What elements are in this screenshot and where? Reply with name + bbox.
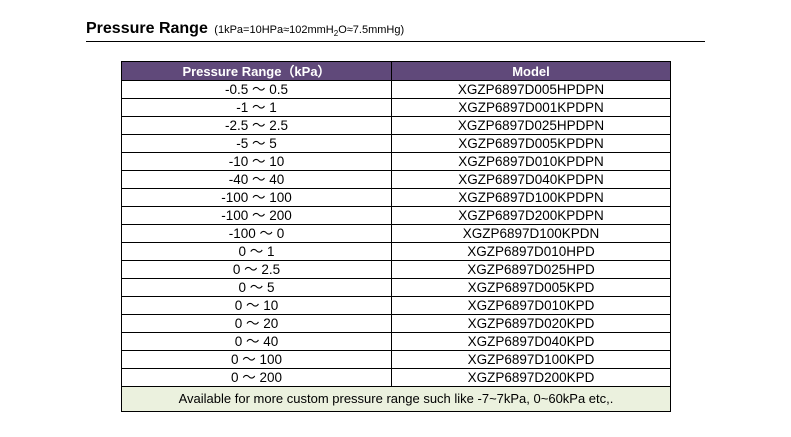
model-cell: XGZP6897D005KPD (391, 278, 671, 297)
table-row: 0 ～ 20 XGZP6897D020KPD (121, 314, 671, 333)
model-cell: XGZP6897D020KPD (391, 314, 671, 333)
pressure-range-cell: 0 ～ 10 (121, 296, 392, 315)
model-cell: XGZP6897D040KPDPN (391, 170, 671, 189)
model-cell: XGZP6897D005HPDPN (391, 80, 671, 99)
model-cell: XGZP6897D005KPDPN (391, 134, 671, 153)
table-body: -0.5 ～ 0.5 XGZP6897D005HPDPN -1 ～ 1 XGZP689… (121, 80, 671, 387)
pressure-range-cell: 0 ～ 2.5 (121, 260, 392, 279)
heading-underline (86, 41, 705, 42)
model-cell: XGZP6897D025HPDPN (391, 116, 671, 135)
table-row: 0 ～ 5 XGZP6897D005KPD (121, 278, 671, 297)
unit-note-prefix: (1kPa=10HPa≈102mmH (214, 24, 334, 36)
model-cell: XGZP6897D100KPD (391, 350, 671, 369)
pressure-range-cell: -1 ～ 1 (121, 98, 392, 117)
model-cell: XGZP6897D200KPD (391, 368, 671, 387)
model-cell: XGZP6897D200KPDPN (391, 206, 671, 225)
model-cell: XGZP6897D040KPD (391, 332, 671, 351)
table-row: 0 ～ 10 XGZP6897D010KPD (121, 296, 671, 315)
table-row: 0 ～ 200 XGZP6897D200KPD (121, 368, 671, 387)
section-title: Pressure Range (86, 20, 208, 37)
table-row: -40 ～ 40 XGZP6897D040KPDPN (121, 170, 671, 189)
pressure-range-cell: -10 ～ 10 (121, 152, 392, 171)
pressure-range-cell: -100 ～ 100 (121, 188, 392, 207)
model-cell: XGZP6897D001KPDPN (391, 98, 671, 117)
pressure-range-cell: -0.5 ～ 0.5 (121, 80, 392, 99)
table-footer-row: Available for more custom pressure range… (121, 386, 671, 412)
pressure-range-cell: -2.5 ～ 2.5 (121, 116, 392, 135)
pressure-range-cell: -100 ～ 200 (121, 206, 392, 225)
unit-note-suffix: O≈7.5mmHg) (338, 24, 405, 36)
pressure-range-cell: 0 ～ 20 (121, 314, 392, 333)
model-cell: XGZP6897D010KPD (391, 296, 671, 315)
pressure-range-cell: 0 ～ 40 (121, 332, 392, 351)
unit-note-subscript: 2 (333, 29, 339, 39)
pressure-range-cell: 0 ～ 100 (121, 350, 392, 369)
pressure-range-cell: 0 ～ 5 (121, 278, 392, 297)
column-header-pressure-range: Pressure Range（kPa） (121, 61, 392, 81)
table-row: 0 ～ 1 XGZP6897D010HPD (121, 242, 671, 261)
table-row: -10 ～ 10 XGZP6897D010KPDPN (121, 152, 671, 171)
pressure-range-cell: 0 ～ 1 (121, 242, 392, 261)
column-header-model: Model (391, 61, 671, 81)
pressure-range-cell: -5 ～ 5 (121, 134, 392, 153)
model-cell: XGZP6897D025HPD (391, 260, 671, 279)
table-row: -100 ～ 100 XGZP6897D100KPDPN (121, 188, 671, 207)
section-heading: Pressure Range (1kPa=10HPa≈102mmH2O≈7.5m… (86, 20, 704, 40)
table-row: -2.5 ～ 2.5 XGZP6897D025HPDPN (121, 116, 671, 135)
table-row: -100 ～ 0 XGZP6897D100KPDN (121, 224, 671, 243)
table-row: 0 ～ 40 XGZP6897D040KPD (121, 332, 671, 351)
table-header-row: Pressure Range（kPa） Model (121, 61, 671, 81)
unit-conversion-note: (1kPa=10HPa≈102mmH2O≈7.5mmHg) (214, 24, 405, 39)
custom-range-note: Available for more custom pressure range… (121, 386, 671, 412)
model-cell: XGZP6897D100KPDPN (391, 188, 671, 207)
model-cell: XGZP6897D100KPDN (391, 224, 671, 243)
pressure-range-cell: -100 ～ 0 (121, 224, 392, 243)
table-row: -5 ～ 5 XGZP6897D005KPDPN (121, 134, 671, 153)
table-row: -1 ～ 1 XGZP6897D001KPDPN (121, 98, 671, 117)
table-row: -100 ～ 200 XGZP6897D200KPDPN (121, 206, 671, 225)
table-row: 0 ～ 100 XGZP6897D100KPD (121, 350, 671, 369)
pressure-range-cell: -40 ～ 40 (121, 170, 392, 189)
model-cell: XGZP6897D010KPDPN (391, 152, 671, 171)
table-row: -0.5 ～ 0.5 XGZP6897D005HPDPN (121, 80, 671, 99)
model-cell: XGZP6897D010HPD (391, 242, 671, 261)
table-row: 0 ～ 2.5 XGZP6897D025HPD (121, 260, 671, 279)
pressure-range-cell: 0 ～ 200 (121, 368, 392, 387)
pressure-range-table: Pressure Range（kPa） Model -0.5 ～ 0.5 XGZP… (121, 61, 671, 412)
